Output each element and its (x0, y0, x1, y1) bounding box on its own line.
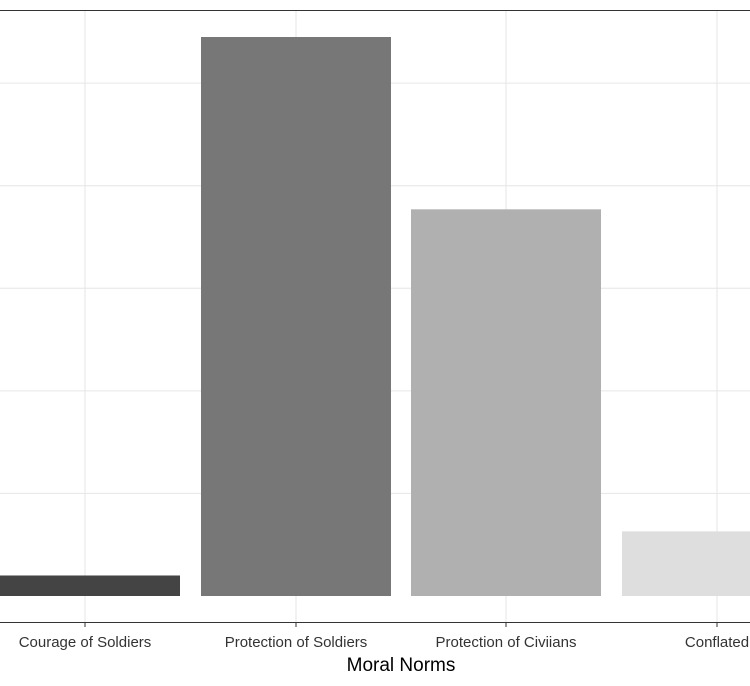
bar (0, 575, 180, 596)
x-axis-tick-labels: Courage of Soldiers Protection of Soldier… (19, 634, 749, 651)
bar (201, 37, 391, 596)
bar (411, 209, 601, 596)
x-axis-ticks (84, 622, 718, 627)
bars (0, 37, 750, 596)
bar (622, 531, 750, 596)
x-tick-label: Conflated (685, 634, 749, 651)
x-tick-label: Protection of Soldiers (225, 634, 368, 651)
x-tick-label: Protection of Civiians (436, 634, 577, 651)
x-tick-label: Courage of Soldiers (19, 634, 152, 651)
x-axis-title: Moral Norms (347, 655, 456, 676)
